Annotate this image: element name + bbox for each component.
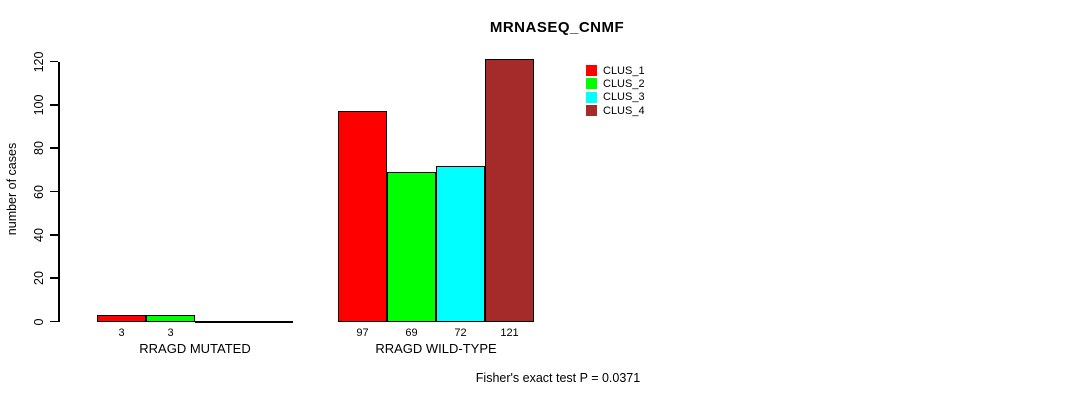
- bar-zero: [244, 321, 293, 323]
- legend-label: CLUS_2: [603, 77, 645, 90]
- legend-label: CLUS_4: [603, 104, 645, 117]
- bar-value-label: 121: [500, 327, 519, 339]
- bar: [97, 315, 146, 323]
- bar-value-label: 3: [167, 327, 174, 339]
- legend-label: CLUS_1: [603, 64, 645, 77]
- bar-zero: [195, 321, 244, 323]
- annotation-text: Fisher's exact test P = 0.0371: [475, 371, 641, 385]
- bar-value-label: 72: [454, 327, 467, 339]
- y-tick-label: 60: [32, 184, 46, 199]
- bar: [387, 172, 436, 323]
- bar-value-label: 3: [118, 327, 125, 339]
- bar: [338, 111, 387, 323]
- x-category-label: RRAGD WILD-TYPE: [375, 341, 497, 356]
- y-axis-tick: [50, 190, 58, 193]
- y-tick-label: 80: [32, 141, 46, 156]
- legend-swatch: [586, 91, 597, 103]
- bar: [146, 315, 195, 323]
- y-axis-tick: [50, 234, 58, 236]
- x-category-label: RRAGD MUTATED: [139, 341, 251, 356]
- y-axis-tick: [50, 277, 58, 279]
- bar-value-label: 69: [405, 327, 418, 339]
- bar: [485, 59, 534, 323]
- y-axis-tick: [50, 147, 58, 149]
- y-tick-label: 0: [32, 318, 46, 325]
- y-axis-tick: [50, 60, 58, 63]
- legend-swatch: [586, 78, 597, 90]
- bar-value-label: 97: [356, 327, 369, 339]
- legend-swatch: [586, 105, 597, 117]
- y-tick-label: 20: [32, 271, 46, 286]
- chart-title: MRNASEQ_CNMF: [489, 19, 625, 36]
- y-axis-tick: [50, 104, 58, 106]
- legend-label: CLUS_3: [603, 91, 645, 104]
- y-axis-tick: [50, 320, 58, 323]
- y-tick-label: 40: [32, 227, 46, 242]
- y-tick-label: 120: [32, 51, 46, 72]
- legend-swatch: [586, 65, 597, 76]
- bar: [436, 165, 485, 323]
- y-tick-label: 100: [32, 94, 46, 116]
- y-axis-line: [58, 61, 60, 323]
